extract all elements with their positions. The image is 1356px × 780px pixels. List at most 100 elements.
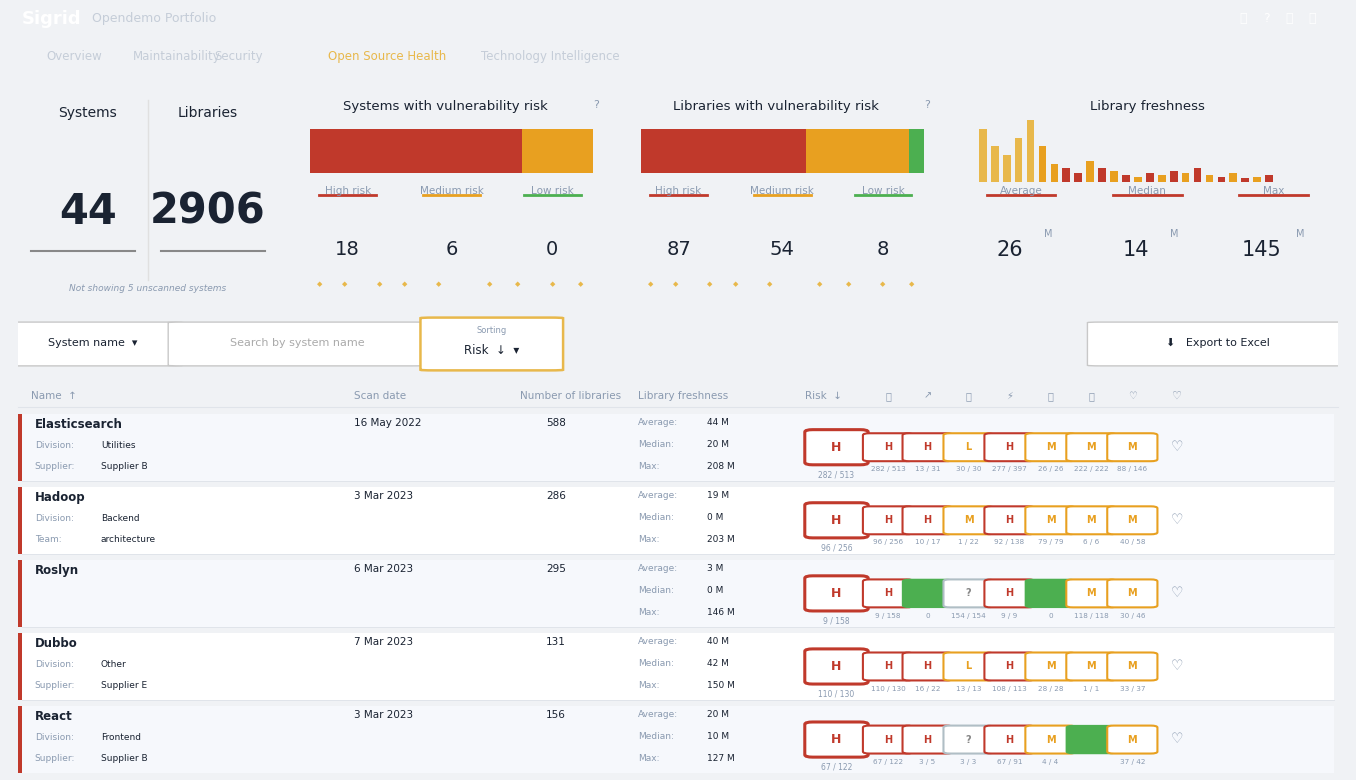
FancyBboxPatch shape [991,147,998,182]
Text: 3 / 3: 3 / 3 [960,759,976,764]
Text: 20 M: 20 M [706,440,730,448]
Text: 0: 0 [925,612,930,619]
FancyBboxPatch shape [805,503,868,538]
Text: 146 M: 146 M [706,608,735,617]
Text: Backend: Backend [100,514,140,523]
Text: ◆: ◆ [487,282,492,287]
Text: ?: ? [925,100,930,110]
Text: H: H [1005,442,1013,452]
FancyBboxPatch shape [1205,175,1214,182]
Text: Sigrid: Sigrid [22,9,81,28]
Text: H: H [831,733,842,746]
Text: ?: ? [1264,12,1269,25]
Text: H: H [831,660,842,673]
Text: 54: 54 [770,240,795,259]
Text: 20 M: 20 M [706,711,730,719]
FancyBboxPatch shape [168,322,426,366]
Text: 42 M: 42 M [706,659,730,668]
Text: Supplier:: Supplier: [35,754,75,763]
Text: M: M [1128,661,1138,672]
Text: 10 / 17: 10 / 17 [915,540,940,545]
FancyBboxPatch shape [1108,653,1158,680]
Text: Median:: Median: [639,513,674,522]
FancyBboxPatch shape [1134,177,1142,182]
FancyBboxPatch shape [1025,725,1075,753]
Text: Risk  ↓  ▾: Risk ↓ ▾ [464,344,519,357]
Text: H: H [923,735,932,745]
FancyBboxPatch shape [805,649,868,684]
Text: Opendemo Portfolio: Opendemo Portfolio [92,12,217,25]
Text: 16 / 22: 16 / 22 [915,686,940,692]
FancyBboxPatch shape [1170,172,1177,182]
Text: Average: Average [999,186,1043,197]
Text: 9 / 158: 9 / 158 [875,612,900,619]
Text: ♡: ♡ [1172,440,1184,454]
Text: 92 / 138: 92 / 138 [994,540,1025,545]
FancyBboxPatch shape [1158,175,1166,182]
Text: ♡: ♡ [1172,587,1184,601]
FancyBboxPatch shape [22,414,1334,480]
Text: Medium risk: Medium risk [419,186,484,197]
Text: 118 / 118: 118 / 118 [1074,612,1109,619]
Text: H: H [884,661,892,672]
Text: 1 / 1: 1 / 1 [1083,686,1100,692]
Text: ◆: ◆ [549,282,555,287]
FancyBboxPatch shape [1066,506,1116,534]
FancyBboxPatch shape [1098,168,1106,182]
FancyBboxPatch shape [4,322,183,366]
Text: H: H [1005,588,1013,598]
Text: H: H [1005,516,1013,525]
Text: 588: 588 [546,418,565,428]
Text: 10 M: 10 M [706,732,730,741]
Text: L: L [965,442,972,452]
Text: ♡: ♡ [1128,391,1136,401]
Text: 👥: 👥 [1089,391,1094,401]
Text: Average:: Average: [639,491,678,500]
FancyBboxPatch shape [1026,120,1035,182]
Text: Sorting: Sorting [477,326,507,335]
Text: Search by system name: Search by system name [231,338,365,348]
FancyBboxPatch shape [1108,433,1158,461]
Text: Other: Other [100,661,126,669]
Text: 145: 145 [1242,240,1281,260]
Text: Library freshness: Library freshness [639,391,728,401]
Text: Elasticsearch: Elasticsearch [35,418,122,431]
Text: 7 Mar 2023: 7 Mar 2023 [354,637,414,647]
Text: M: M [1045,516,1055,525]
FancyBboxPatch shape [1230,173,1237,182]
Text: 110 / 130: 110 / 130 [871,686,906,692]
Text: 📋: 📋 [1048,391,1054,401]
Text: H: H [884,588,892,598]
Text: M: M [1086,661,1096,672]
Text: ◆: ◆ [437,282,442,287]
Text: 🔍: 🔍 [1285,12,1294,25]
FancyBboxPatch shape [1066,580,1116,608]
Text: Median:: Median: [639,440,674,448]
Text: 282 / 513: 282 / 513 [819,470,854,480]
Text: Division:: Division: [35,733,73,743]
Text: 0: 0 [1048,612,1052,619]
Text: Technology Intelligence: Technology Intelligence [481,50,620,62]
FancyBboxPatch shape [1181,173,1189,182]
FancyBboxPatch shape [1074,173,1082,182]
Text: H: H [884,442,892,452]
Text: 67 / 122: 67 / 122 [820,763,852,771]
FancyBboxPatch shape [984,433,1035,461]
FancyBboxPatch shape [903,653,953,680]
Text: H: H [884,516,892,525]
Text: ?: ? [965,735,971,745]
Text: ◆: ◆ [401,282,407,287]
Text: M: M [1045,661,1055,672]
Text: M: M [1044,229,1052,239]
Text: Max:: Max: [639,754,660,763]
FancyBboxPatch shape [522,129,593,173]
FancyBboxPatch shape [862,433,913,461]
Text: 110 / 130: 110 / 130 [819,690,854,699]
Text: 0 M: 0 M [706,586,724,595]
Text: System name  ▾: System name ▾ [49,338,138,348]
FancyBboxPatch shape [1108,506,1158,534]
Text: ♡: ♡ [1172,732,1184,746]
Text: Division:: Division: [35,661,73,669]
Text: 30 / 30: 30 / 30 [956,466,982,473]
Text: M: M [1128,735,1138,745]
